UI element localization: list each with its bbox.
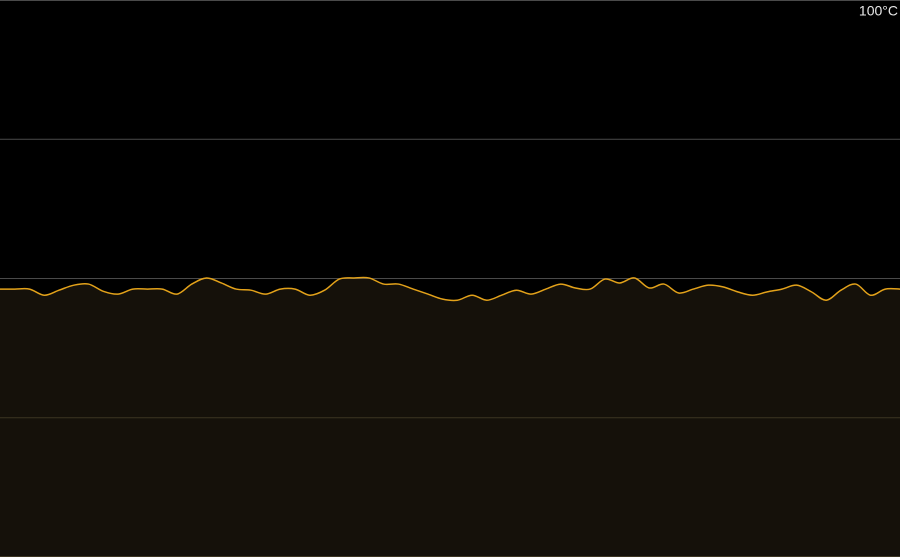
y-tick-label: 100°C [859, 3, 898, 19]
area-fill [0, 277, 900, 557]
temperature-line [0, 276, 900, 302]
